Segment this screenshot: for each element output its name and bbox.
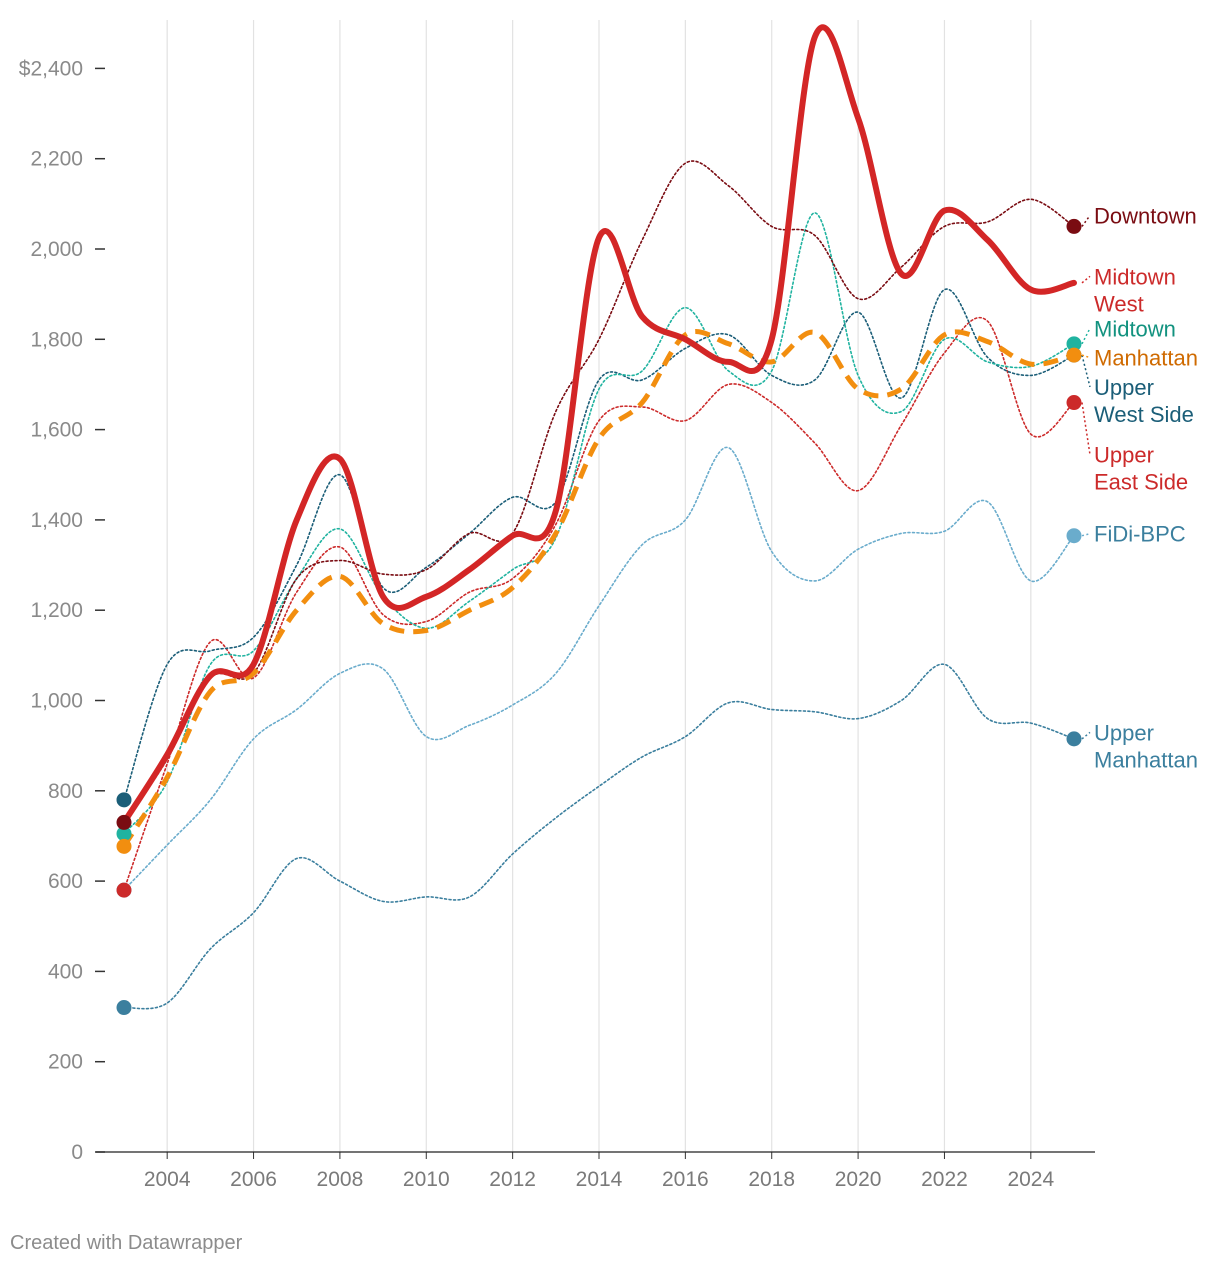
series-line-upper-manhattan: [123, 663, 1075, 1010]
series-label-upper-west-side: Upper West Side: [1094, 375, 1194, 427]
end-point-midtown: [1066, 336, 1082, 352]
label-leader-upper-manhattan: [1081, 731, 1091, 740]
label-leader-upper-east-side: [1081, 402, 1091, 455]
series-label-midtown: Midtown: [1094, 316, 1176, 341]
y-tick-label-0: 0: [71, 1141, 83, 1164]
y-tick-label-1200: 1,200: [30, 599, 83, 622]
x-tick-label-2012: 2012: [489, 1168, 536, 1191]
series-line-fidi-bpc: [123, 446, 1075, 891]
label-leader-midtown-west: [1081, 275, 1091, 284]
x-tick-label-2022: 2022: [921, 1168, 968, 1191]
series-label-upper-manhattan: Upper Manhattan: [1094, 720, 1198, 772]
y-tick-label-2000: 2,000: [30, 238, 83, 261]
series-label-midtown-west: Midtown West: [1094, 264, 1176, 316]
x-tick-label-2006: 2006: [230, 1168, 277, 1191]
series-lines: [116, 24, 1082, 1016]
y-tick-label-400: 400: [48, 960, 83, 983]
x-tick-label-2014: 2014: [576, 1168, 623, 1191]
x-tick-label-2018: 2018: [748, 1168, 795, 1191]
end-point-upper-manhattan: [1066, 731, 1082, 747]
series-label-upper-east-side: Upper East Side: [1094, 443, 1188, 495]
x-tick-label-2008: 2008: [317, 1168, 364, 1191]
start-point-manhattan: [116, 838, 132, 854]
label-leader-downtown: [1081, 214, 1091, 227]
label-leader-manhattan: [1081, 354, 1091, 359]
x-tick-label-2010: 2010: [403, 1168, 450, 1191]
y-tick-label-2200: 2,200: [30, 148, 83, 171]
start-point-midtown: [116, 826, 132, 842]
y-tick-label-800: 800: [48, 780, 83, 803]
end-point-upper-east-side: [1066, 395, 1082, 411]
y-tick-label-200: 200: [48, 1051, 83, 1074]
credit-text[interactable]: Created with Datawrapper: [10, 1232, 243, 1254]
series-label-downtown: Downtown: [1094, 203, 1197, 228]
series-line-downtown: [123, 160, 1075, 824]
y-axis: 0 200 400 600 800 1,000 1,200 1,400 1,600 1,800 2,…: [19, 57, 105, 1164]
y-tick-label-1400: 1,400: [30, 509, 83, 532]
series-labels: Upper Manhattan FiDi-BPC Upper East Side Uppe…: [1081, 203, 1198, 772]
y-tick-label-2400: $2,400: [19, 57, 83, 80]
end-point-downtown: [1066, 218, 1082, 234]
label-leader-fidi-bpc: [1081, 532, 1091, 537]
y-tick-label-600: 600: [48, 870, 83, 893]
start-point-upper-west-side: [116, 792, 132, 808]
label-leader-midtown: [1081, 327, 1091, 345]
x-tick-label-2004: 2004: [144, 1168, 191, 1191]
series-label-fidi-bpc: FiDi-BPC: [1094, 522, 1186, 547]
start-point-downtown: [116, 814, 132, 830]
start-point-upper-east-side: [116, 882, 132, 898]
x-tick-label-2020: 2020: [835, 1168, 882, 1191]
series-line-midtown-west: [121, 24, 1077, 826]
x-tick-label-2016: 2016: [662, 1168, 709, 1191]
end-point-manhattan: [1066, 347, 1082, 363]
series-line-manhattan: [121, 328, 1075, 848]
x-tick-label-2024: 2024: [1007, 1168, 1054, 1191]
label-leader-upper-west-side: [1081, 354, 1091, 388]
vertical-gridlines: [166, 20, 1032, 1152]
series-label-manhattan: Manhattan: [1094, 346, 1198, 371]
end-point-fidi-bpc: [1066, 528, 1082, 544]
series-line-upper-east-side: [123, 316, 1075, 891]
y-tick-label-1600: 1,600: [30, 419, 83, 442]
start-point-upper-manhattan: [116, 1000, 132, 1016]
series-line-midtown: [123, 212, 1075, 835]
y-tick-label-1000: 1,000: [30, 690, 83, 713]
y-tick-label-1800: 1,800: [30, 328, 83, 351]
x-axis: 2004 2006 2008 2010 2012 2014 2016 2018 2020 2022…: [96, 1151, 1095, 1191]
